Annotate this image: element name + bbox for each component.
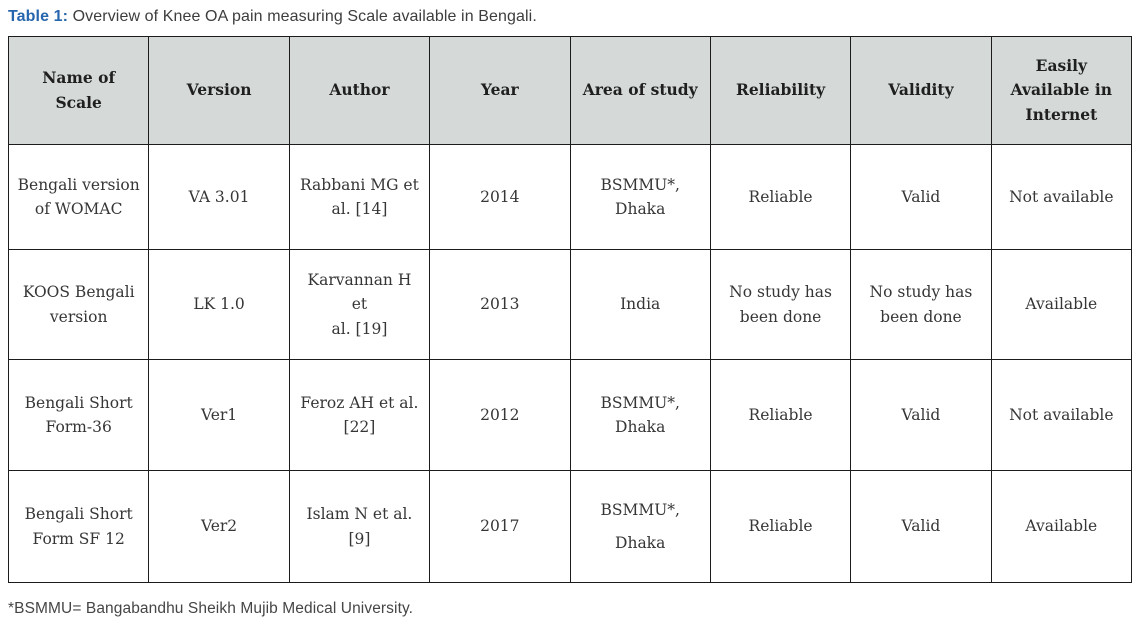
- table-caption-text: Overview of Knee OA pain measuring Scale…: [68, 8, 537, 25]
- table-footnote: *BSMMU= Bangabandhu Sheikh Mujib Medical…: [8, 600, 414, 617]
- table-cell: Available: [990, 249, 1133, 360]
- table-cell: 2012: [429, 359, 571, 471]
- table-cell: Rabbani MG et al. [14]: [288, 144, 431, 250]
- table-cell: Not available: [990, 144, 1133, 250]
- table-cell: Reliable: [709, 144, 852, 250]
- table-row: Bengali Short Form SF 12 Ver2 Islam N et a…: [7, 470, 1133, 583]
- column-header: Reliability: [709, 36, 852, 145]
- table-cell: Bengali Short Form SF 12: [7, 470, 150, 583]
- table-body: Bengali version of WOMAC VA 3.01 Rabbani M…: [7, 144, 1133, 583]
- table-cell: Ver1: [148, 359, 290, 471]
- table-cell: Islam N et al. [9]: [288, 470, 431, 583]
- column-header: Author: [288, 36, 431, 145]
- table-cell: KOOS Bengali version: [7, 249, 150, 360]
- column-header: Validity: [850, 36, 992, 145]
- knee-oa-scales-table: Name of Scale Version Author Year Area of st…: [7, 36, 1133, 583]
- table-header-row: Name of Scale Version Author Year Area of st…: [7, 36, 1133, 145]
- table-cell: 2014: [429, 144, 571, 250]
- table-cell: Karvannan H et al. [19]: [288, 249, 431, 360]
- table-cell: Reliable: [709, 470, 852, 583]
- table-cell: LK 1.0: [148, 249, 290, 360]
- table-cell: Valid: [850, 359, 992, 471]
- table-cell: BSMMU*, Dhaka: [569, 359, 711, 471]
- column-header: Version: [148, 36, 290, 145]
- table-row: KOOS Bengali version LK 1.0 Karvannan H et…: [7, 249, 1133, 360]
- table-cell: Not available: [990, 359, 1133, 471]
- table-cell: Valid: [850, 144, 992, 250]
- table-cell: VA 3.01: [148, 144, 290, 250]
- table-cell: Bengali Short Form-36: [7, 359, 150, 471]
- table-cell: Bengali version of WOMAC: [7, 144, 150, 250]
- table-cell: 2013: [429, 249, 571, 360]
- table-cell: Ver2: [148, 470, 290, 583]
- table-cell: India: [569, 249, 711, 360]
- table-cell: No study has been done: [709, 249, 852, 360]
- table-cell: BSMMU*, Dhaka: [569, 470, 711, 583]
- table-cell: BSMMU*, Dhaka: [569, 144, 711, 250]
- table-cell: Reliable: [709, 359, 852, 471]
- table-cell: Available: [990, 470, 1133, 583]
- table-cell: No study has been done: [850, 249, 992, 360]
- table-row: Bengali Short Form-36 Ver1 Feroz AH et al.…: [7, 359, 1133, 471]
- column-header: Area of study: [569, 36, 711, 145]
- column-header: Year: [429, 36, 571, 145]
- column-header: Name of Scale: [7, 36, 150, 145]
- column-header: Easily Available in Internet: [990, 36, 1133, 145]
- table-caption: Table 1: Overview of Knee OA pain measur…: [8, 8, 1132, 26]
- table-caption-label: Table 1:: [8, 8, 69, 25]
- table-cell: 2017: [429, 470, 571, 583]
- table-row: Bengali version of WOMAC VA 3.01 Rabbani M…: [7, 144, 1133, 250]
- table-cell: Valid: [850, 470, 992, 583]
- table-cell: Feroz AH et al. [22]: [288, 359, 431, 471]
